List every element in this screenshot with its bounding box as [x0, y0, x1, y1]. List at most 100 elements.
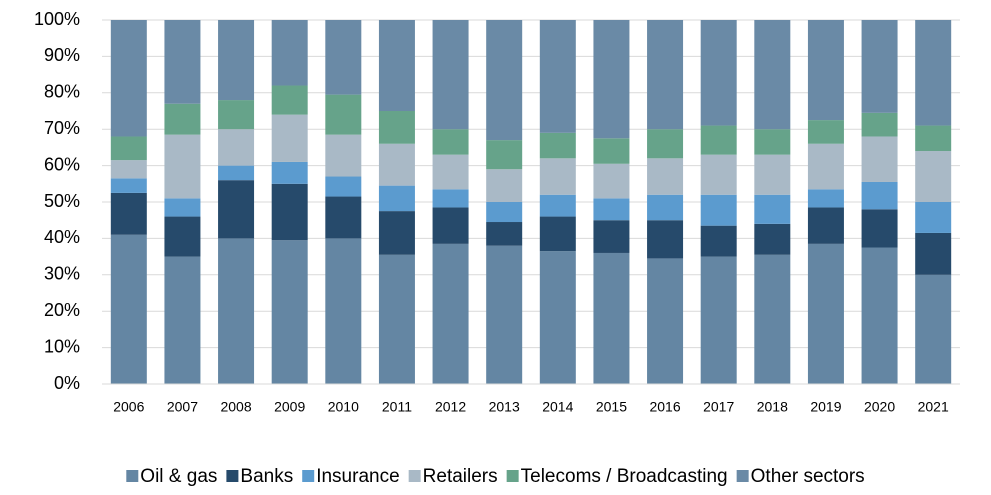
x-tick-label: 2018 [757, 399, 788, 415]
bar-segment [807, 243, 844, 384]
bar-segment [110, 20, 147, 137]
bar-segment [915, 274, 952, 384]
bar-segment [915, 20, 952, 126]
x-tick-label: 2019 [810, 399, 841, 415]
bar-segment [486, 202, 523, 223]
bar-segment [861, 209, 898, 248]
bar-segment [593, 252, 630, 384]
bar-segment [325, 94, 362, 135]
bar-segment [700, 154, 737, 195]
y-tick-label: 10% [44, 336, 80, 356]
bar-segment [861, 112, 898, 137]
bar-segment [432, 207, 469, 244]
bar-segment [325, 176, 362, 197]
legend-label: Banks [240, 466, 293, 487]
x-tick-label: 2008 [220, 399, 251, 415]
bar-segment [539, 158, 576, 195]
bar-segment [378, 254, 415, 384]
bar-segment [110, 178, 147, 193]
bar-segment [432, 189, 469, 208]
bar-segment [754, 223, 791, 255]
bar-segment [218, 238, 255, 384]
bar-segment [110, 136, 147, 161]
bar-segment [593, 20, 630, 139]
bar-segment [432, 129, 469, 155]
bar-segment [754, 194, 791, 224]
y-tick-label: 60% [44, 154, 80, 174]
bar-segment [378, 143, 415, 186]
y-tick-label: 100% [34, 9, 80, 29]
bar-segment [807, 189, 844, 208]
bar-segment [218, 165, 255, 181]
bar-segment [378, 20, 415, 111]
bar-segment [807, 143, 844, 190]
bar-segment [218, 129, 255, 166]
bar-segment [754, 20, 791, 130]
bar-segment [218, 20, 255, 101]
bar-segment [539, 194, 576, 217]
y-tick-label: 30% [44, 264, 80, 284]
legend-label: Other sectors [751, 466, 865, 487]
bar-segment [325, 238, 362, 384]
bar-segment [164, 256, 201, 384]
bar-segment [861, 20, 898, 113]
bar-segment [271, 183, 308, 241]
bar-segment [110, 160, 147, 179]
x-tick-label: 2017 [703, 399, 734, 415]
bar-segment [539, 216, 576, 252]
legend-marker [408, 470, 421, 482]
legend-marker [506, 470, 519, 482]
bar-segment [861, 136, 898, 182]
bar-segment [164, 198, 201, 217]
bar-segment [807, 120, 844, 144]
bar-segment [593, 198, 630, 221]
x-tick-label: 2013 [489, 399, 520, 415]
legend-label: Oil & gas [140, 466, 217, 487]
legend-label: Telecoms / Broadcasting [521, 466, 728, 487]
bar-segment [164, 216, 201, 257]
bar-segment [271, 85, 308, 115]
bar-segment [432, 154, 469, 190]
bar-segment [593, 220, 630, 253]
bar-segment [754, 154, 791, 195]
bar-segment [647, 158, 684, 195]
bar-segment [539, 20, 576, 133]
bar-segment [700, 125, 737, 155]
bar-segment [700, 225, 737, 257]
y-tick-label: 80% [44, 82, 80, 102]
bar-segment [861, 181, 898, 210]
bar-segment [486, 20, 523, 141]
y-tick-label: 20% [44, 300, 80, 320]
bar-segment [110, 192, 147, 235]
bar-segment [218, 100, 255, 130]
bar-segment [218, 180, 255, 239]
bar-segment [754, 254, 791, 384]
y-tick-label: 90% [44, 45, 80, 65]
bar-segment [647, 194, 684, 221]
bar-segment [807, 207, 844, 244]
bar-segment [110, 234, 147, 384]
bar-segment [378, 185, 415, 212]
y-tick-label: 0% [54, 373, 80, 393]
x-tick-label: 2012 [435, 399, 466, 415]
x-tick-label: 2021 [918, 399, 949, 415]
bar-segment [432, 243, 469, 384]
bar-segment [915, 202, 952, 233]
bar-segment [271, 161, 308, 184]
bar-segment [700, 194, 737, 226]
bar-segment [271, 240, 308, 384]
bar-segment [861, 247, 898, 384]
bar-segment [593, 138, 630, 164]
bar-segment [271, 20, 308, 86]
legend-marker [126, 470, 139, 482]
bar-segment [754, 129, 791, 155]
bar-segment [486, 222, 523, 246]
bar-segment [915, 151, 952, 202]
bar-segment [647, 220, 684, 259]
bar-segment [164, 20, 201, 104]
bar-segment [539, 132, 576, 159]
x-tick-label: 2011 [382, 399, 412, 415]
legend-marker [736, 470, 749, 482]
x-tick-label: 2006 [113, 399, 144, 415]
